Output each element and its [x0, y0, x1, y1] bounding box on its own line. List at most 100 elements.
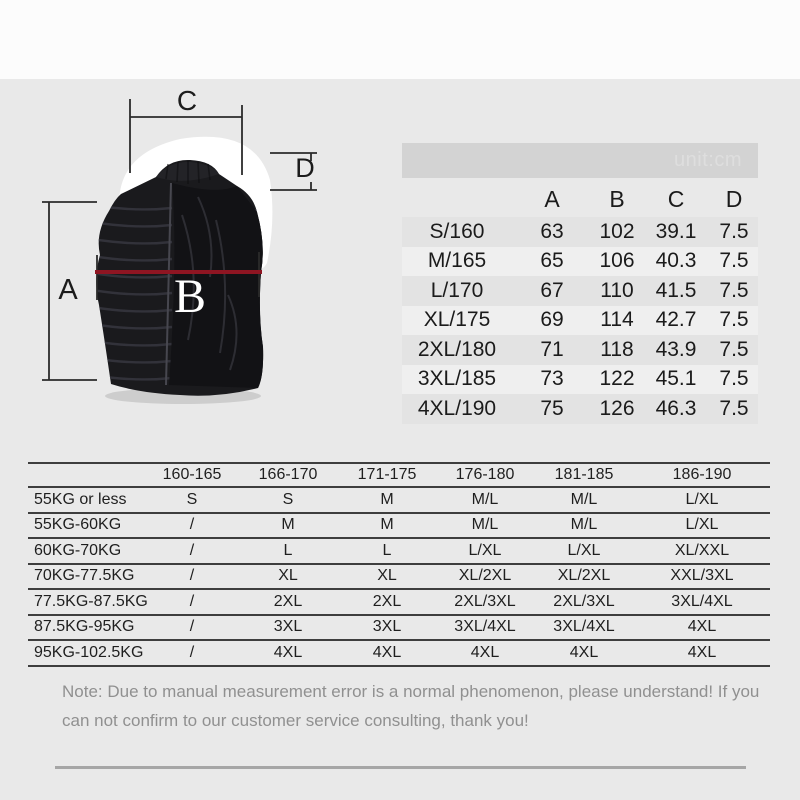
fit-weight-label: 95KG-102.5KG — [34, 643, 144, 661]
size-cell: 63 — [540, 219, 564, 243]
size-cell: 7.5 — [719, 308, 749, 332]
size-cell: 7.5 — [719, 337, 749, 361]
fit-weight-label: 60KG-70KG — [34, 541, 122, 559]
size-cell: 41.5 — [655, 278, 697, 302]
fit-cell: / — [189, 541, 195, 559]
fit-cell: M/L — [471, 490, 499, 508]
size-cell: 75 — [540, 396, 564, 420]
fit-cell: 3XL/4XL — [671, 592, 733, 610]
fit-cell: S — [282, 490, 294, 508]
size-table: S/160 63 102 39.1 7.5 M/165 65 106 40.3 7.5 L/170 6… — [402, 217, 758, 424]
fit-cell: M/L — [471, 516, 499, 534]
size-cell: 7.5 — [719, 278, 749, 302]
size-cell: 126 — [599, 396, 635, 420]
fit-table-row: 95KG-102.5KG / 4XL 4XL 4XL 4XL 4XL — [28, 641, 770, 667]
fit-cell: XL — [278, 567, 298, 585]
dimension-lines — [42, 99, 317, 381]
top-white-band — [0, 0, 800, 79]
size-cell: 67 — [540, 278, 564, 302]
size-row-label: XL/175 — [423, 308, 491, 332]
fit-cell: XL/2XL — [557, 567, 611, 585]
size-cell: 106 — [599, 249, 635, 273]
size-cell: 39.1 — [655, 219, 697, 243]
size-cell: 42.7 — [655, 308, 697, 332]
fit-table-row: 70KG-77.5KG / XL XL XL/2XL XL/2XL XXL/3XL — [28, 565, 770, 590]
size-cell: 7.5 — [719, 367, 749, 391]
fit-cell: / — [189, 592, 195, 610]
fit-cell: L — [283, 541, 293, 559]
size-row-label: 3XL/185 — [417, 367, 497, 391]
fit-weight-label: 87.5KG-95KG — [34, 618, 135, 636]
size-col-header: B — [609, 186, 625, 213]
fit-cell: L/XL — [685, 490, 719, 508]
size-table-row: 4XL/190 75 126 46.3 7.5 — [402, 394, 758, 424]
dim-label-c: C — [177, 85, 197, 116]
fit-height-header: 166-170 — [258, 466, 318, 483]
fit-cell: / — [189, 618, 195, 636]
fit-cell: 4XL — [687, 618, 717, 636]
size-cell: 40.3 — [655, 249, 697, 273]
size-cell: 7.5 — [719, 219, 749, 243]
bottom-divider — [55, 766, 746, 769]
size-cell: 7.5 — [719, 249, 749, 273]
fit-cell: 4XL — [273, 643, 303, 661]
fit-cell: L — [382, 541, 392, 559]
size-cell: 110 — [600, 278, 634, 302]
lining-folds — [181, 196, 238, 371]
fit-cell: XL/2XL — [458, 567, 512, 585]
size-table-row: M/165 65 106 40.3 7.5 — [402, 246, 758, 276]
size-col-header: C — [667, 186, 685, 213]
fit-table: 160-165 166-170 171-175 176-180 181-185 186-1… — [28, 462, 770, 667]
size-table-row: S/160 63 102 39.1 7.5 — [402, 217, 758, 247]
fit-cell: / — [189, 643, 195, 661]
fit-cell: XXL/3XL — [670, 567, 734, 585]
fit-cell: M/L — [570, 516, 598, 534]
fit-cell: L/XL — [685, 516, 719, 534]
size-row-label: 4XL/190 — [417, 396, 497, 420]
fit-cell: XL/XXL — [674, 541, 730, 559]
fit-cell: 3XL/4XL — [454, 618, 516, 636]
fit-cell: M — [380, 490, 394, 508]
size-row-label: 2XL/180 — [417, 337, 497, 361]
dim-label-d: D — [295, 153, 315, 183]
size-row-label: S/160 — [429, 219, 485, 243]
size-cell: 114 — [600, 308, 634, 332]
fit-cell: 3XL — [273, 618, 303, 636]
fit-cell: L/XL — [567, 541, 601, 559]
vest-white-outline — [119, 136, 273, 269]
size-cell: 122 — [599, 367, 635, 391]
size-cell: 43.9 — [655, 337, 697, 361]
fit-table-row: 87.5KG-95KG / 3XL 3XL 3XL/4XL 3XL/4XL 4XL — [28, 616, 770, 641]
fit-cell: 4XL — [687, 643, 717, 661]
fit-cell: S — [186, 490, 198, 508]
fit-table-row: 60KG-70KG / L L L/XL L/XL XL/XXL — [28, 539, 770, 565]
fit-cell: 2XL — [372, 592, 402, 610]
size-cell: 71 — [540, 337, 564, 361]
zipper-line — [165, 182, 172, 386]
vest-measurement-diagram: C D A B — [20, 85, 340, 420]
fit-height-header: 181-185 — [554, 466, 614, 483]
fit-weight-label: 55KG-60KG — [34, 516, 122, 534]
size-cell: 7.5 — [719, 396, 749, 420]
vest-illustration: C D A B — [42, 85, 317, 404]
fit-cell: 2XL/3XL — [454, 592, 516, 610]
fit-height-header: 160-165 — [162, 466, 222, 483]
collar-stitches — [165, 161, 211, 184]
fit-height-header: 176-180 — [455, 466, 515, 483]
size-cell: 73 — [540, 367, 564, 391]
size-row-label: M/165 — [427, 249, 487, 273]
fit-table-row: 55KG or less S S M M/L M/L L/XL — [28, 488, 770, 514]
fit-cell: 4XL — [470, 643, 500, 661]
size-col-header: A — [544, 186, 560, 213]
fit-height-header: 186-190 — [672, 466, 732, 483]
fit-table-row: 55KG-60KG / M M M/L M/L L/XL — [28, 514, 770, 539]
fit-cell: / — [189, 567, 195, 585]
fit-table-header-row: 160-165 166-170 171-175 176-180 181-185 186-1… — [28, 462, 770, 488]
size-row-label: L/170 — [430, 278, 484, 302]
fit-cell: 4XL — [372, 643, 402, 661]
fit-cell: / — [189, 516, 195, 534]
dim-label-b: B — [174, 270, 206, 323]
note-line-2: can not confirm to our customer service … — [62, 710, 529, 730]
fit-weight-label: 77.5KG-87.5KG — [34, 592, 148, 610]
